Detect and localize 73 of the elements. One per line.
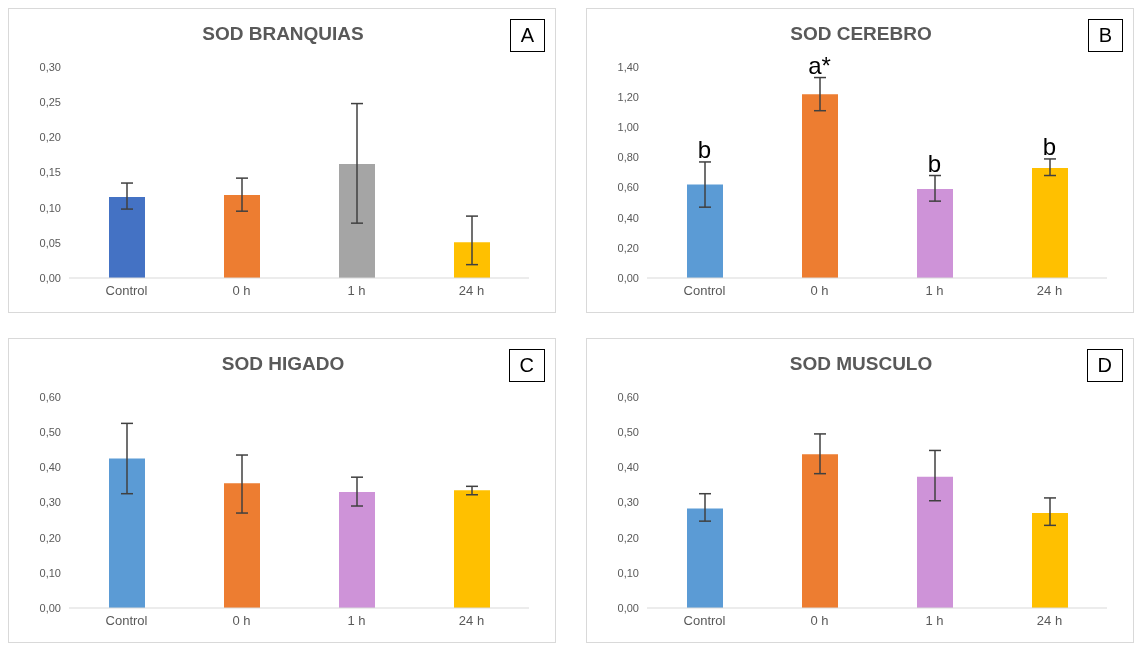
bar [454, 490, 490, 608]
bar [224, 195, 260, 278]
x-tick-label: Control [683, 283, 726, 299]
chart-title: SOD BRANQUIAS [202, 23, 364, 44]
annotation: b [1042, 132, 1057, 160]
y-tick-label: 0,20 [39, 531, 61, 544]
text: D [1086, 349, 1123, 382]
y-tick-label: 0,20 [39, 131, 61, 144]
x-tick-label: 1 h [347, 283, 366, 299]
y-tick-label: 0,15 [39, 166, 61, 179]
chart-title: SOD HIGADO [221, 353, 345, 374]
chart-title: SOD MUSCULO [789, 353, 933, 374]
annotation: a* [808, 51, 831, 79]
text: C [508, 349, 545, 382]
bar [1032, 167, 1068, 278]
x-tick-label: 0 h [232, 613, 251, 629]
y-tick-label: 0,50 [39, 426, 61, 439]
bar [224, 483, 260, 608]
bar [339, 491, 375, 608]
bar [802, 94, 838, 278]
bar [687, 184, 723, 278]
y-tick-label: 0,25 [39, 96, 61, 109]
y-tick-label: 0,00 [39, 601, 61, 614]
y-tick-label: 1,00 [617, 121, 639, 134]
bar [339, 164, 375, 278]
text: A [509, 19, 545, 52]
y-tick-label: 0,00 [39, 271, 61, 284]
x-tick-label: Control [683, 613, 726, 629]
bar [454, 242, 490, 278]
annotation: b [697, 135, 712, 163]
bar [687, 508, 723, 608]
bar [1032, 513, 1068, 608]
y-tick-label: 0,10 [39, 566, 61, 579]
bar [109, 458, 145, 608]
y-tick-label: 0,10 [39, 201, 61, 214]
x-tick-label: 1 h [925, 283, 944, 299]
y-tick-label: 0,60 [617, 390, 639, 403]
y-tick-label: 0,40 [617, 461, 639, 474]
y-tick-label: 1,40 [617, 60, 639, 73]
x-tick-label: 24 h [458, 613, 485, 629]
bar [109, 197, 145, 278]
x-tick-label: 1 h [347, 613, 366, 629]
bar [917, 189, 953, 278]
x-tick-label: 0 h [810, 283, 829, 299]
x-tick-label: Control [105, 613, 148, 629]
chart-title: SOD CEREBRO [790, 23, 932, 44]
bar [917, 476, 953, 608]
y-tick-label: 0,60 [617, 181, 639, 194]
x-tick-label: 24 h [1036, 283, 1063, 299]
y-tick-label: 0,40 [39, 461, 61, 474]
y-tick-label: 1,20 [617, 91, 639, 104]
x-tick-label: 24 h [1036, 613, 1063, 629]
y-tick-label: 0,30 [617, 496, 639, 509]
y-tick-label: 0,50 [617, 426, 639, 439]
annotation: b [927, 149, 942, 177]
y-tick-label: 0,00 [617, 601, 639, 614]
y-tick-label: 0,20 [617, 241, 639, 254]
y-tick-label: 0,00 [617, 271, 639, 284]
x-tick-label: Control [105, 283, 148, 299]
y-tick-label: 0,80 [617, 151, 639, 164]
y-tick-label: 0,30 [39, 496, 61, 509]
y-tick-label: 0,20 [617, 531, 639, 544]
x-tick-label: 1 h [925, 613, 944, 629]
y-tick-label: 0,10 [617, 566, 639, 579]
x-tick-label: 0 h [810, 613, 829, 629]
x-tick-label: 0 h [232, 283, 251, 299]
y-tick-label: 0,60 [39, 390, 61, 403]
y-tick-label: 0,05 [39, 236, 61, 249]
text: B [1087, 19, 1123, 52]
y-tick-label: 0,40 [617, 211, 639, 224]
y-tick-label: 0,30 [39, 60, 61, 73]
x-tick-label: 24 h [458, 283, 485, 299]
bar [802, 454, 838, 608]
